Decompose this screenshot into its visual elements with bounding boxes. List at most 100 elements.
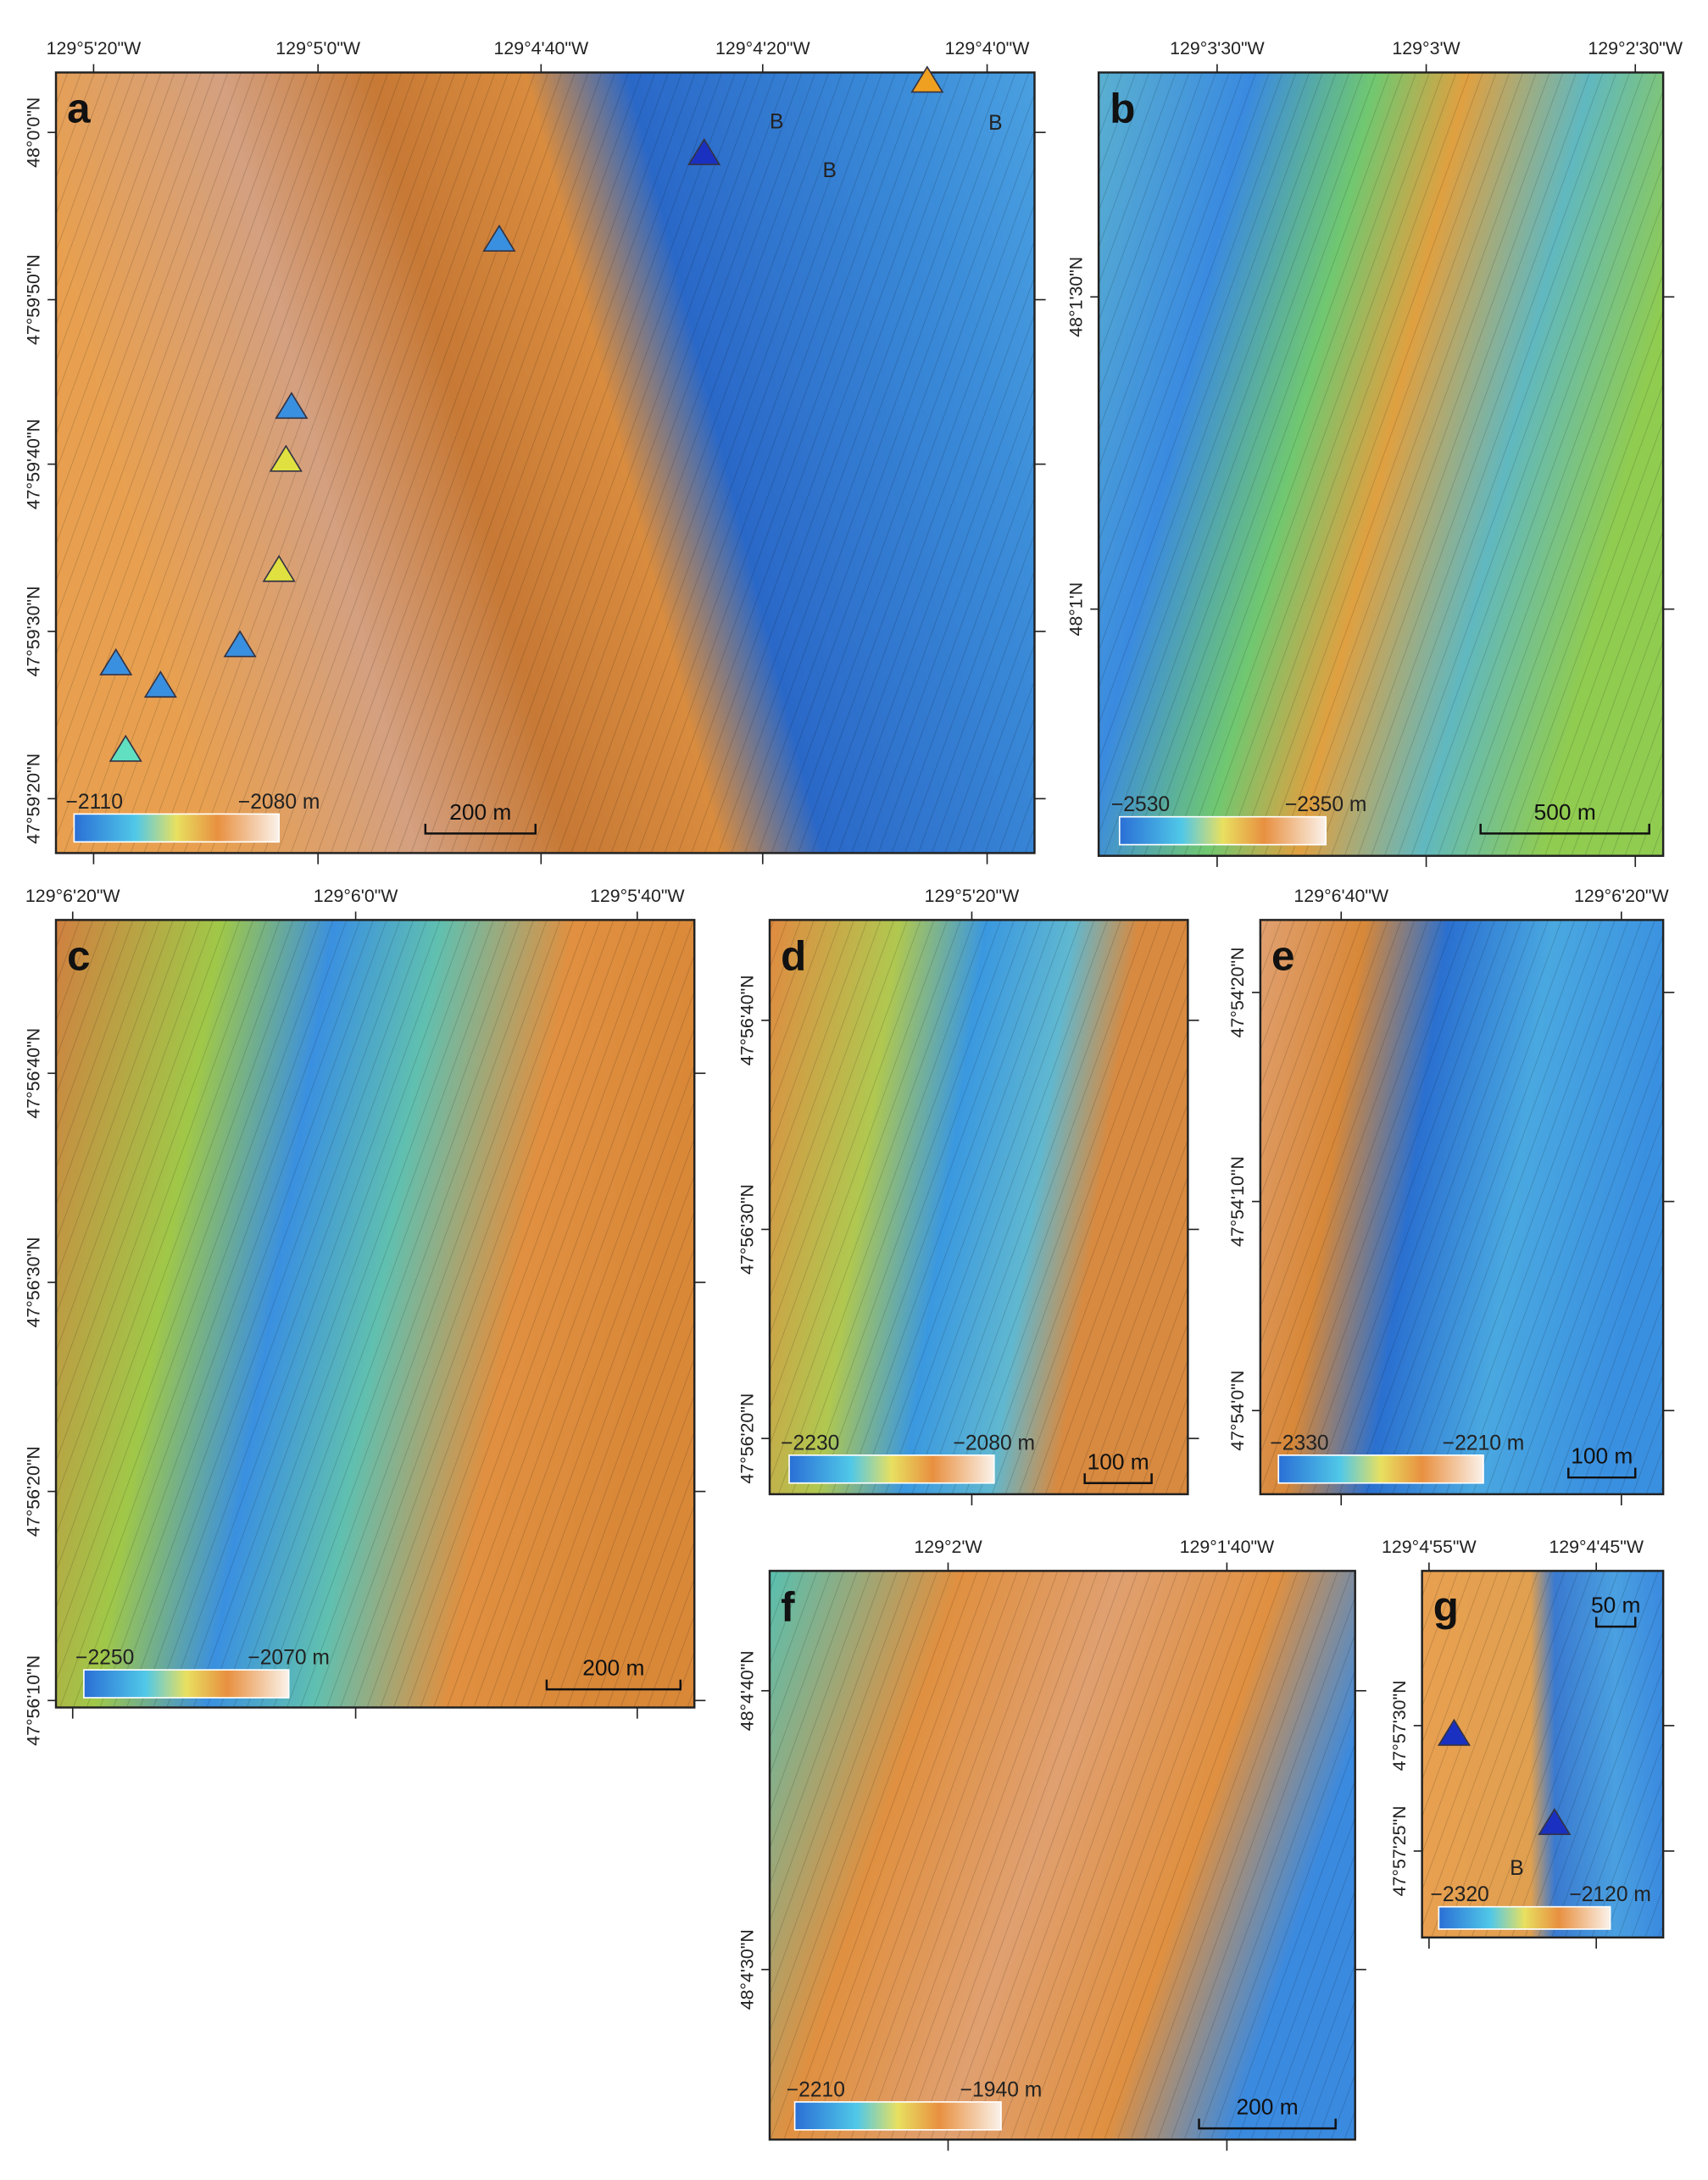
site-marker [108, 734, 142, 762]
scale-label: 50 m [1591, 1593, 1640, 1618]
latitude-label: 47°59'50"N [23, 254, 43, 345]
latitude-label: 47°54'20"N [1227, 947, 1248, 1037]
panel-letter: b [1110, 86, 1135, 132]
latitude-label: 48°0'0"N [23, 97, 43, 168]
longitude-label: 129°1'40"W [1180, 1537, 1275, 1557]
site-marker [910, 65, 944, 93]
scale-label: 200 m [1237, 2094, 1299, 2120]
colorbar [793, 2101, 1002, 2131]
colorbar-min: −2530 [1111, 793, 1170, 816]
latitude-label: 47°54'10"N [1227, 1156, 1248, 1247]
latitude-label: 47°56'30"N [737, 1184, 757, 1275]
marker-label: B [770, 110, 783, 133]
map-frame [54, 71, 1036, 854]
panel-letter: g [1433, 1584, 1459, 1631]
latitude-label: 47°57'25"N [1389, 1805, 1410, 1896]
colorbar-min: −2210 [787, 2078, 845, 2101]
latitude-label: 48°4'40"N [737, 1650, 757, 1731]
panel-letter: a [67, 86, 91, 132]
longitude-label: 129°4'45"W [1549, 1537, 1644, 1557]
longitude-label: 129°6'0"W [314, 886, 399, 906]
site-marker [223, 630, 257, 658]
map-frame [768, 1570, 1356, 2141]
colorbar [1438, 1905, 1611, 1930]
map-texture [770, 920, 1188, 1494]
latitude-label: 47°56'40"N [23, 1028, 43, 1119]
scale-bar [1083, 1473, 1153, 1484]
longitude-label: 129°3'W [1392, 38, 1460, 58]
colorbar [1277, 1454, 1484, 1484]
panel-letter: e [1271, 933, 1294, 980]
map-frame [54, 919, 696, 1709]
colorbar-min: −2230 [781, 1432, 839, 1454]
longitude-label: 129°3'30"W [1170, 38, 1265, 58]
panel-letter: c [67, 933, 90, 980]
longitude-label: 129°5'0"W [275, 38, 361, 58]
latitude-label: 47°54'0"N [1227, 1371, 1248, 1451]
site-marker [1437, 1718, 1472, 1746]
longitude-label: 129°5'20"W [47, 38, 142, 58]
marker-label: B [822, 159, 836, 182]
scale-label: 200 m [449, 799, 511, 825]
scale-label: 100 m [1088, 1449, 1149, 1474]
colorbar-max: −2350 m [1285, 793, 1367, 816]
scale-label: 200 m [582, 1655, 644, 1681]
colorbar-max: −2070 m [248, 1647, 330, 1670]
longitude-label: 129°2'30"W [1588, 38, 1683, 58]
latitude-label: 48°4'30"N [737, 1929, 757, 2010]
map-frame [1259, 919, 1665, 1496]
colorbar-max: −2080 m [238, 791, 320, 814]
longitude-label: 129°5'40"W [590, 886, 685, 906]
scale-bar [1479, 823, 1650, 835]
scale-bar [545, 1679, 682, 1691]
colorbar [73, 813, 280, 843]
marker-label: B [1510, 1857, 1523, 1880]
site-marker [482, 224, 516, 252]
scale-label: 100 m [1571, 1443, 1633, 1469]
scale-bar [1567, 1467, 1637, 1479]
latitude-label: 47°56'30"N [23, 1237, 43, 1327]
longitude-label: 129°6'20"W [25, 886, 120, 906]
colorbar-min: −2250 [75, 1647, 134, 1670]
site-marker [275, 392, 309, 420]
colorbar-min: −2320 [1431, 1883, 1489, 1906]
latitude-label: 47°59'20"N [23, 754, 43, 844]
longitude-label: 129°2'W [914, 1537, 982, 1557]
latitude-label: 47°56'10"N [23, 1655, 43, 1746]
latitude-label: 47°59'40"N [23, 419, 43, 509]
site-marker [687, 137, 721, 165]
site-marker [269, 444, 303, 472]
scale-label: 500 m [1534, 799, 1596, 825]
longitude-label: 129°4'40"W [493, 38, 588, 58]
panel-letter: f [781, 1584, 795, 1631]
map-frame [768, 919, 1189, 1496]
latitude-label: 48°1'N [1065, 582, 1086, 637]
site-marker [1538, 1807, 1572, 1835]
longitude-label: 129°4'0"W [945, 38, 1031, 58]
colorbar-max: −1940 m [960, 2078, 1043, 2101]
map-texture [56, 72, 1035, 854]
map-texture [56, 920, 695, 1708]
map-texture [1099, 72, 1664, 856]
site-marker [99, 648, 133, 676]
map-texture [1421, 1571, 1664, 1938]
map-frame [1421, 1570, 1665, 1939]
map-frame [1097, 71, 1665, 857]
colorbar-max: −2080 m [953, 1432, 1035, 1454]
scale-bar [424, 823, 537, 835]
site-marker [262, 554, 296, 582]
longitude-label: 129°4'55"W [1382, 1537, 1477, 1557]
latitude-label: 47°59'30"N [23, 587, 43, 677]
latitude-label: 47°56'20"N [737, 1393, 757, 1484]
latitude-label: 47°57'30"N [1389, 1680, 1410, 1771]
colorbar [1118, 815, 1327, 846]
longitude-label: 129°6'20"W [1574, 886, 1669, 906]
map-texture [770, 1571, 1355, 2140]
colorbar [83, 1669, 290, 1699]
marker-label: B [988, 112, 1002, 135]
longitude-label: 129°5'20"W [925, 886, 1020, 906]
latitude-label: 47°56'40"N [737, 975, 757, 1065]
site-marker [143, 670, 177, 698]
panel-letter: d [781, 933, 806, 980]
